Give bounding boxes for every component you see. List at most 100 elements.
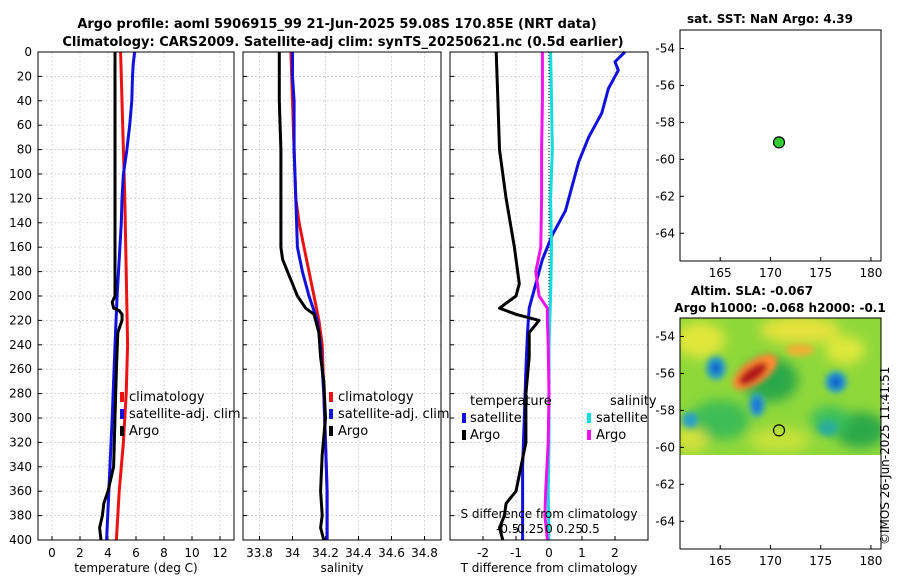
sst-map-title: sat. SST: NaN Argo: 4.39 bbox=[687, 12, 853, 26]
temperature-panel: 0 2 4 6 8 10 120204060801001201401601802002202… bbox=[9, 45, 241, 575]
y-tick-label: 320 bbox=[9, 435, 32, 449]
y-tick-label: -64 bbox=[655, 226, 675, 240]
x-tick-label: 34 bbox=[285, 546, 300, 560]
x-tick-label: 0 bbox=[545, 546, 553, 560]
y-tick-label: 220 bbox=[9, 313, 32, 327]
sla-map-panel: 165 170 175 180 -54 -56 -58 -60 -62 -64 bbox=[655, 317, 882, 568]
top-tick-label: -0.5 bbox=[496, 522, 519, 536]
y-tick-label: 360 bbox=[9, 484, 32, 498]
y-tick-label: -54 bbox=[655, 41, 675, 55]
y-tick-label: 240 bbox=[9, 338, 32, 352]
x-tick-label: 1 bbox=[578, 546, 586, 560]
top-tick-label: -0.25 bbox=[513, 522, 544, 536]
legend-entry: Argo bbox=[596, 428, 626, 443]
y-tick-label: 200 bbox=[9, 289, 32, 303]
y-tick-label: 100 bbox=[9, 167, 32, 181]
top-axis-label: S difference from climatology bbox=[461, 507, 638, 521]
y-tick-label: 180 bbox=[9, 265, 32, 279]
difference-panel: -2 -1 0 1 2T difference from climatology S di… bbox=[449, 50, 657, 575]
map-frame bbox=[679, 29, 882, 262]
y-tick-label: 300 bbox=[9, 411, 32, 425]
x-tick-label: 34.8 bbox=[411, 546, 438, 560]
legend-entry: satellite-adj. clim bbox=[129, 407, 241, 422]
sla-map-title-line1: Altim. SLA: -0.067 bbox=[691, 284, 813, 298]
x-tick-label: -1 bbox=[510, 546, 522, 560]
y-tick-label: 160 bbox=[9, 240, 32, 254]
argo-position-marker bbox=[772, 424, 786, 437]
y-tick-label: 80 bbox=[17, 143, 32, 157]
plot-frame bbox=[449, 51, 649, 541]
y-tick-label: 260 bbox=[9, 362, 32, 376]
legend-entry: Argo bbox=[129, 424, 159, 439]
legend-entry: satellite bbox=[470, 411, 522, 426]
y-tick-label: -56 bbox=[655, 78, 675, 92]
x-tick-label: 165 bbox=[709, 554, 732, 568]
diff-sal-argo-line bbox=[534, 52, 551, 541]
legend-title-salinity: salinity bbox=[610, 394, 657, 409]
x-axis-label: salinity bbox=[320, 561, 363, 575]
y-tick-label: -62 bbox=[655, 189, 675, 203]
y-tick-label: -58 bbox=[655, 115, 675, 129]
legend-title-temperature: temperature bbox=[470, 394, 552, 409]
sst-map-panel: 165 170 175 180 -54 -56 -58 -60 -62 -64 bbox=[655, 29, 882, 280]
x-tick-label: 6 bbox=[132, 546, 140, 560]
legend-entry: climatology bbox=[129, 390, 205, 405]
temp-climatology-line bbox=[114, 51, 130, 541]
x-tick-label: 180 bbox=[859, 266, 882, 280]
x-tick-label: 10 bbox=[184, 546, 199, 560]
legend-entry: Argo bbox=[338, 424, 368, 439]
x-tick-label: 33.8 bbox=[246, 546, 273, 560]
temp-argo-line bbox=[98, 52, 124, 541]
x-axis-label: temperature (deg C) bbox=[74, 561, 197, 575]
diff-temp-argo-line bbox=[494, 51, 541, 541]
x-tick-label: 34.4 bbox=[345, 546, 372, 560]
top-tick-label: 0.25 bbox=[556, 522, 583, 536]
salinity-panel: 33.8 34 34.2 34.4 34.6 34.8 salinity climatolog… bbox=[242, 51, 450, 575]
sla-map-title-line2: Argo h1000: -0.068 h2000: -0.1 bbox=[674, 301, 885, 315]
plot-frame bbox=[37, 51, 235, 541]
figure-title-line1: Argo profile: aoml 5906915_99 21-Jun-202… bbox=[77, 17, 596, 32]
y-tick-label: -60 bbox=[655, 152, 675, 166]
plot-frame bbox=[242, 51, 442, 541]
map-frame bbox=[679, 317, 882, 550]
y-tick-label: 340 bbox=[9, 460, 32, 474]
legend-entry: satellite-adj. clim bbox=[338, 407, 450, 422]
y-tick-label: -64 bbox=[655, 514, 675, 528]
x-tick-label: 4 bbox=[104, 546, 112, 560]
y-tick-label: 20 bbox=[17, 69, 32, 83]
y-tick-label: 0 bbox=[24, 45, 32, 59]
y-tick-label: -60 bbox=[655, 440, 675, 454]
x-tick-label: 170 bbox=[759, 266, 782, 280]
y-tick-label: 60 bbox=[17, 118, 32, 132]
y-tick-label: 140 bbox=[9, 216, 32, 230]
x-tick-label: 12 bbox=[212, 546, 227, 560]
x-tick-label: -2 bbox=[477, 546, 489, 560]
legend-entry: climatology bbox=[338, 390, 414, 405]
x-tick-label: 180 bbox=[859, 554, 882, 568]
sal-argo-line bbox=[277, 52, 327, 541]
y-tick-label: -58 bbox=[655, 403, 675, 417]
y-tick-label: 400 bbox=[9, 533, 32, 547]
x-axis-label: T difference from climatology bbox=[460, 561, 638, 575]
x-tick-label: 2 bbox=[611, 546, 619, 560]
x-tick-label: 8 bbox=[160, 546, 168, 560]
imos-watermark: ©IMOS 26-Jun-2025 11:41:51 bbox=[878, 367, 892, 545]
figure-title-line2: Climatology: CARS2009. Satellite-adj cli… bbox=[62, 35, 623, 50]
x-tick-label: 2 bbox=[76, 546, 84, 560]
x-tick-label: 34.2 bbox=[312, 546, 339, 560]
temp-satellite-line bbox=[105, 51, 137, 541]
legend-entry: satellite bbox=[596, 411, 648, 426]
x-tick-label: 0 bbox=[48, 546, 56, 560]
top-tick-label: 0 bbox=[545, 522, 553, 536]
y-tick-label: -56 bbox=[655, 366, 675, 380]
legend-entry: Argo bbox=[470, 428, 500, 443]
y-tick-label: -54 bbox=[655, 329, 675, 343]
y-tick-label: 120 bbox=[9, 191, 32, 205]
sla-heatmap bbox=[680, 318, 881, 455]
x-tick-label: 175 bbox=[809, 554, 832, 568]
y-tick-label: 380 bbox=[9, 509, 32, 523]
y-tick-label: 280 bbox=[9, 387, 32, 401]
top-tick-label: 0.5 bbox=[581, 522, 600, 536]
x-tick-label: 34.6 bbox=[378, 546, 405, 560]
x-tick-label: 170 bbox=[759, 554, 782, 568]
